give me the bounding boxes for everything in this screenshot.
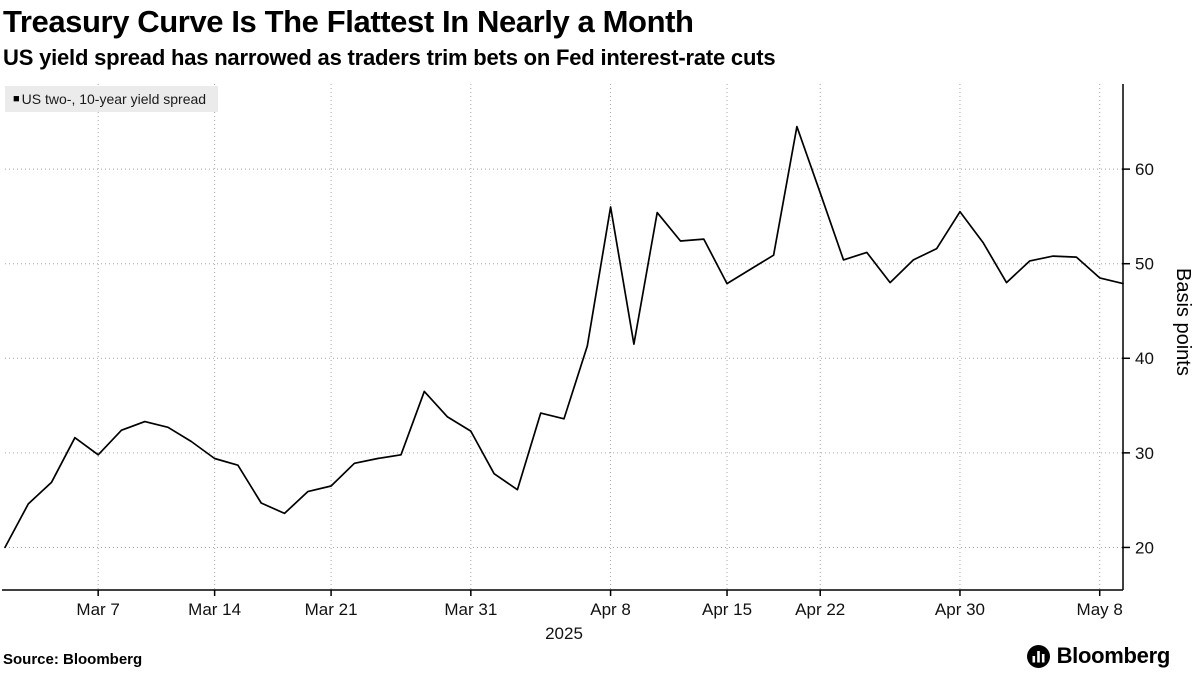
- legend-swatch-icon: ■: [13, 93, 20, 105]
- x-tick-label: Mar 14: [188, 600, 241, 619]
- x-tick-label: Mar 7: [76, 600, 119, 619]
- legend-label: US two-, 10-year yield spread: [21, 91, 207, 107]
- bloomberg-logo-text: Bloomberg: [1056, 643, 1171, 668]
- x-tick-label: Mar 21: [305, 600, 358, 619]
- bloomberg-logo: Bloomberg: [1026, 643, 1171, 669]
- y-tick-label: 30: [1135, 444, 1154, 463]
- y-tick-label: 20: [1135, 538, 1154, 557]
- x-axis-year-label: 2025: [545, 624, 583, 643]
- x-tick-label: Apr 30: [935, 600, 985, 619]
- y-tick-label: 60: [1135, 160, 1154, 179]
- bloomberg-logo-icon: [1026, 644, 1050, 668]
- spread-line: [4, 125, 1124, 549]
- x-tick-label: May 8: [1077, 600, 1123, 619]
- y-tick-label: 40: [1135, 349, 1154, 368]
- y-tick-label: 50: [1135, 255, 1154, 274]
- source-attribution: Source: Bloomberg: [3, 651, 143, 668]
- legend: ■ US two-, 10-year yield spread: [5, 86, 219, 112]
- x-tick-label: Apr 15: [702, 600, 752, 619]
- x-tick-label: Apr 22: [795, 600, 845, 619]
- x-tick-label: Mar 31: [444, 600, 497, 619]
- y-axis-title: Basis points: [1172, 268, 1194, 376]
- page-title: Treasury Curve Is The Flattest In Nearly…: [3, 4, 694, 39]
- x-tick-label: Apr 8: [590, 600, 631, 619]
- page-subtitle: US yield spread has narrowed as traders …: [3, 45, 776, 70]
